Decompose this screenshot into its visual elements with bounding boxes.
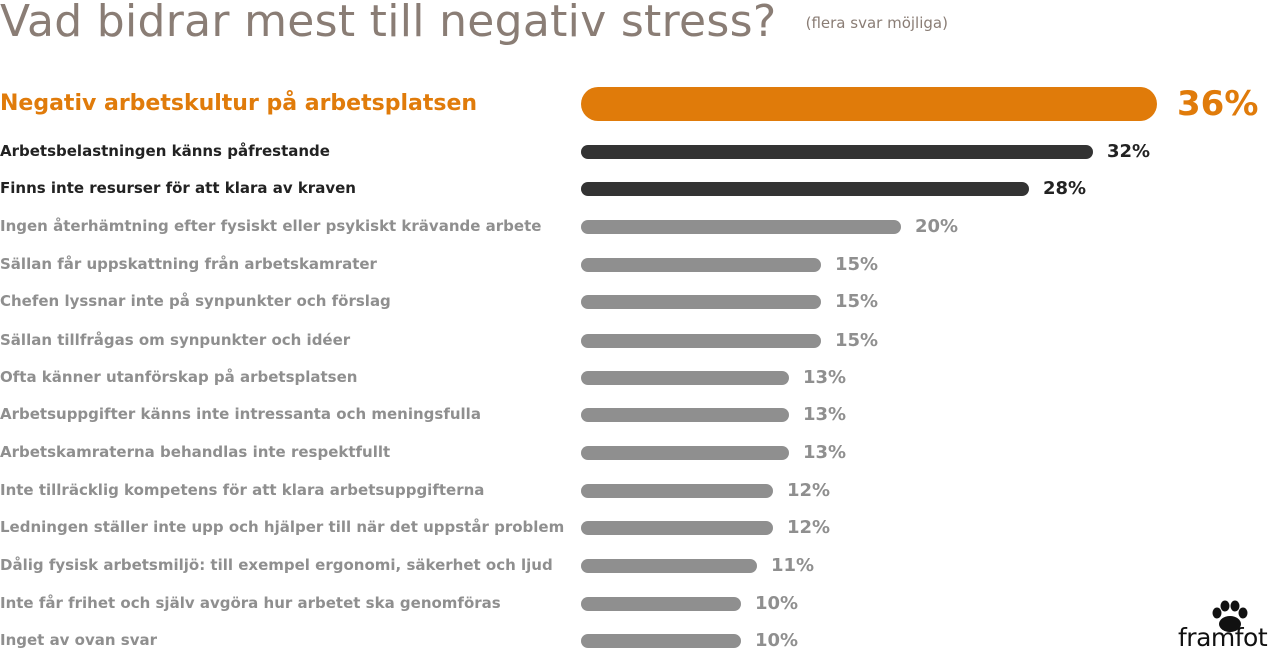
- value-label: 10%: [755, 630, 799, 652]
- brand-logo: framfot: [1178, 600, 1278, 654]
- bar: [581, 220, 901, 234]
- chart-title: Vad bidrar mest till negativ stress?: [0, 0, 777, 47]
- bar: [581, 182, 1029, 196]
- value-label: 28%: [1043, 178, 1087, 200]
- category-label: Chefen lyssnar inte på synpunkter och fö…: [0, 292, 391, 311]
- category-label: Sällan får uppskattning från arbetskamra…: [0, 255, 377, 274]
- value-label: 12%: [787, 480, 831, 502]
- value-label: 15%: [835, 291, 879, 313]
- category-label: Sällan tillfrågas om synpunkter och idée…: [0, 331, 351, 350]
- value-label: 13%: [803, 404, 847, 426]
- value-label: 12%: [787, 517, 831, 539]
- category-label: Finns inte resurser för att klara av kra…: [0, 179, 356, 198]
- chart-subtitle: (flera svar möjliga): [805, 14, 948, 32]
- bar: [581, 634, 741, 648]
- category-label: Arbetskamraterna behandlas inte respektf…: [0, 443, 391, 462]
- category-label: Arbetsuppgifter känns inte intressanta o…: [0, 405, 481, 424]
- value-label: 13%: [803, 367, 847, 389]
- bar: [581, 521, 773, 535]
- value-label: 36%: [1177, 83, 1259, 124]
- category-label: Ingen återhämtning efter fysiskt eller p…: [0, 217, 542, 236]
- value-label: 11%: [771, 555, 815, 577]
- bar: [581, 446, 789, 460]
- bar: [581, 334, 821, 348]
- title-row: Vad bidrar mest till negativ stress? (fl…: [0, 0, 948, 47]
- bar: [581, 484, 773, 498]
- bar: [581, 258, 821, 272]
- category-label: Negativ arbetskultur på arbetsplatsen: [0, 90, 478, 116]
- bar: [581, 145, 1093, 159]
- bar: [581, 408, 789, 422]
- category-label: Arbetsbelastningen känns påfrestande: [0, 142, 330, 161]
- paw-print-icon: [1212, 600, 1248, 632]
- category-label: Inget av ovan svar: [0, 631, 158, 650]
- value-label: 13%: [803, 442, 847, 464]
- bar: [581, 559, 757, 573]
- category-label: Ledningen ställer inte upp och hjälper t…: [0, 518, 565, 537]
- bar: [581, 597, 741, 611]
- bar: [581, 371, 789, 385]
- category-label: Ofta känner utanförskap på arbetsplatsen: [0, 368, 358, 387]
- value-label: 15%: [835, 254, 879, 276]
- category-label: Inte får frihet och själv avgöra hur arb…: [0, 594, 501, 613]
- bar: [581, 295, 821, 309]
- value-label: 15%: [835, 330, 879, 352]
- value-label: 10%: [755, 593, 799, 615]
- category-label: Dålig fysisk arbetsmiljö: till exempel e…: [0, 556, 553, 575]
- logo-text: framfot: [1178, 623, 1268, 652]
- value-label: 20%: [915, 216, 959, 238]
- bar: [581, 87, 1157, 121]
- category-label: Inte tillräcklig kompetens för att klara…: [0, 481, 485, 500]
- value-label: 32%: [1107, 141, 1151, 163]
